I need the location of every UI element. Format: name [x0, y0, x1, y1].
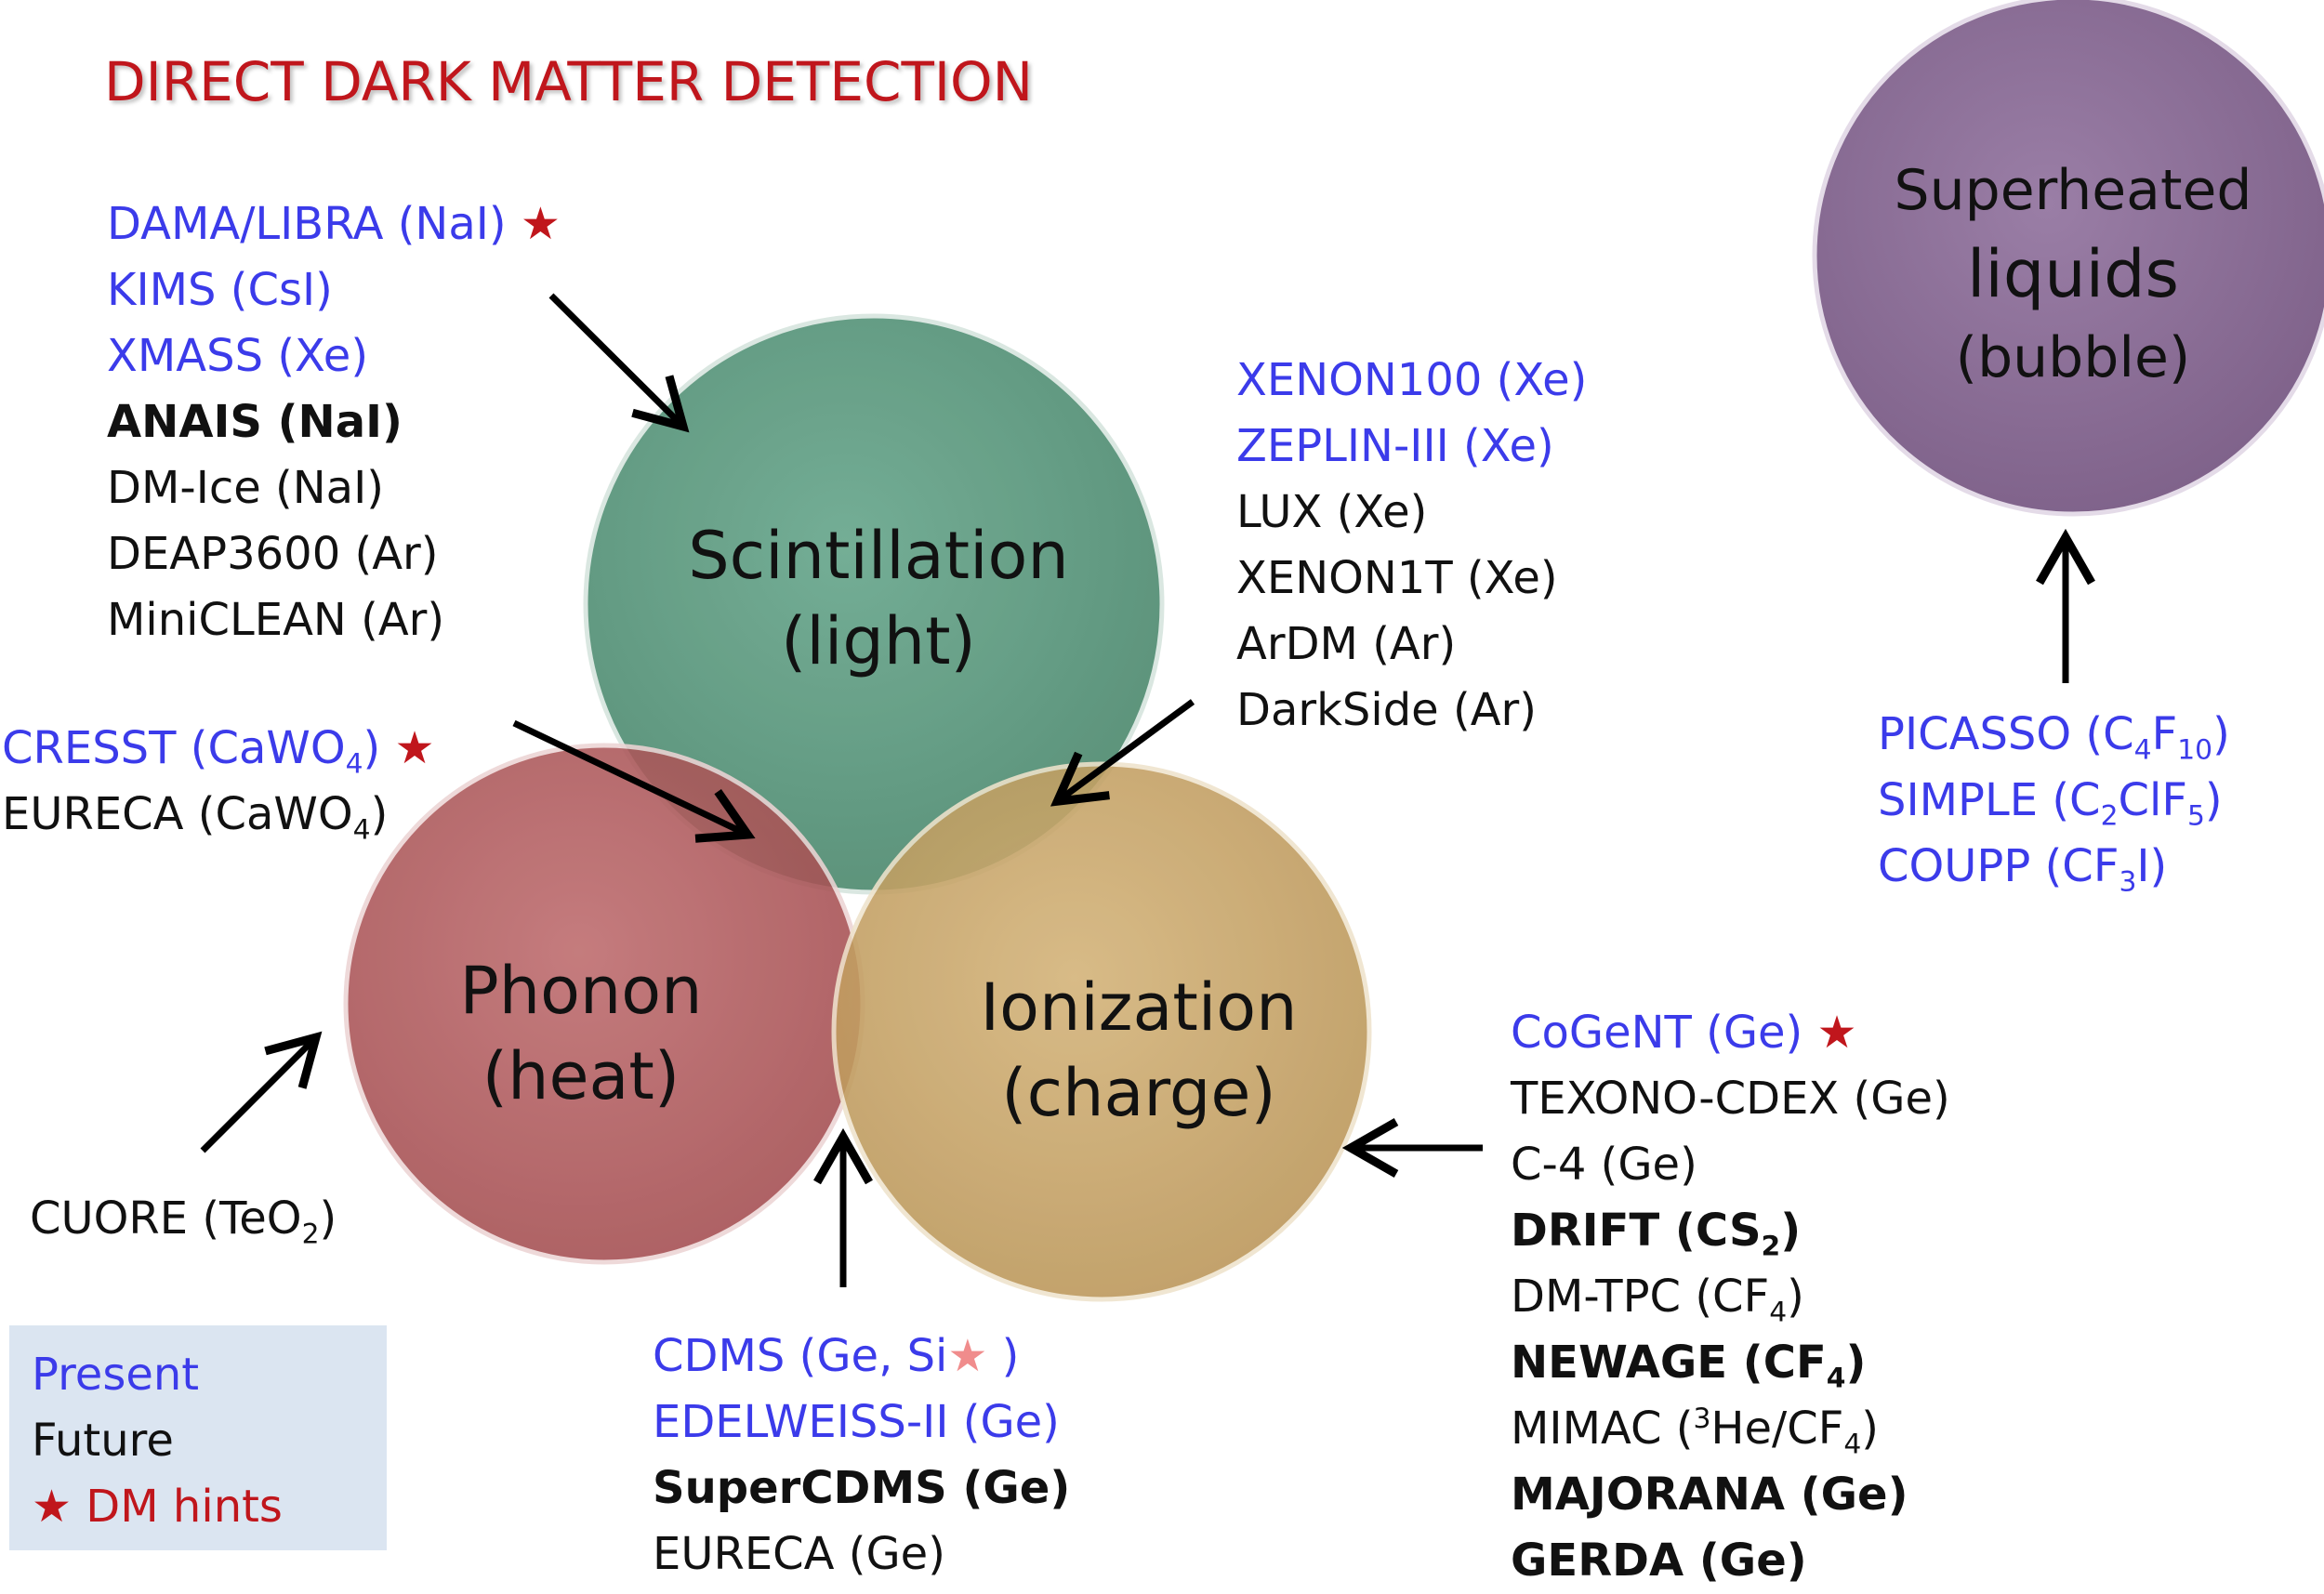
superheated-circle	[1812, 0, 2324, 517]
experiment-miniclean: MiniCLEAN (Ar)	[107, 594, 445, 646]
arrow-to-scintillation	[548, 293, 690, 433]
experiment-kims: KIMS (CsI)	[107, 264, 333, 316]
phonon-ionization-experiments: CDMS (Ge, Si★ ) EDELWEISS-II (Ge) SuperC…	[653, 1324, 1070, 1587]
superheated-label-line3: (bubble)	[1955, 325, 2191, 390]
arrow-to-scint-ionization	[1050, 699, 1195, 807]
diagram-title: DIRECT DARK MATTER DETECTION	[104, 50, 1034, 113]
legend-hints-label: DM hints	[86, 1481, 283, 1533]
scint-phonon-experiments: CRESST (CaWO4) ★ EURECA (CaWO4)	[2, 716, 435, 848]
arrow-to-scint-phonon	[512, 719, 756, 843]
experiment-c4: C-4 (Ge)	[1511, 1139, 1697, 1191]
phonon-label-line2: (heat)	[482, 1038, 680, 1114]
legend-hints: ★ DM hints	[32, 1474, 283, 1540]
scintillation-label-line1: Scintillation	[688, 518, 1069, 594]
phonon-experiments: CUORE (TeO2)	[30, 1186, 337, 1252]
experiment-supercdms: SuperCDMS (Ge)	[653, 1462, 1071, 1514]
experiment-anais: ANAIS (NaI)	[107, 396, 403, 448]
experiment-cdms: CDMS (Ge, Si★ )	[653, 1330, 1020, 1382]
experiment-newage: NEWAGE (CF4)	[1511, 1337, 1867, 1395]
legend: Present Future ★ DM hints	[32, 1342, 283, 1540]
experiment-cresst: CRESST (CaWO4) ★	[2, 722, 435, 781]
experiment-eureca-cawo4: EURECA (CaWO4)	[2, 788, 389, 847]
superheated-label-line2: liquids	[1966, 236, 2180, 312]
legend-star-icon: ★	[32, 1481, 73, 1533]
experiment-cogent: CoGeNT (Ge) ★	[1511, 1007, 1857, 1059]
superheated-label-line1: Superheated	[1894, 158, 2252, 223]
phonon-label-line1: Phonon	[459, 953, 703, 1029]
experiment-cuore: CUORE (TeO2)	[30, 1192, 337, 1251]
bubble-experiments: PICASSO (C4F10) SIMPLE (C2ClF5) COUPP (C…	[1878, 702, 2230, 900]
experiment-eureca-ge: EURECA (Ge)	[653, 1528, 945, 1580]
experiment-coupp: COUPP (CF3I)	[1878, 840, 2168, 899]
scint-ionization-experiments: XENON100 (Xe) ZEPLIN-III (Xe) LUX (Xe) X…	[1236, 348, 1587, 744]
experiment-xmass: XMASS (Xe)	[107, 330, 369, 382]
experiment-mimac: MIMAC (3He/CF4)	[1511, 1403, 1880, 1461]
scintillation-experiments: DAMA/LIBRA (NaI) ★ KIMS (CsI) XMASS (Xe)…	[107, 191, 561, 653]
legend-future: Future	[32, 1415, 174, 1467]
experiment-deap3600: DEAP3600 (Ar)	[107, 528, 439, 580]
experiment-xenon1t: XENON1T (Xe)	[1236, 552, 1558, 604]
ionization-experiments: CoGeNT (Ge) ★ TEXONO-CDEX (Ge) C-4 (Ge) …	[1511, 1000, 1950, 1594]
legend-present: Present	[32, 1349, 200, 1401]
phonon-label: Phonon (heat)	[400, 948, 762, 1119]
experiment-majorana: MAJORANA (Ge)	[1511, 1469, 1908, 1521]
dm-hint-star-icon: ★	[947, 1330, 988, 1382]
experiment-zeplin-iii: ZEPLIN-III (Xe)	[1236, 420, 1554, 472]
experiment-dm-tpc: DM-TPC (CF4)	[1511, 1271, 1804, 1329]
experiment-dm-ice: DM-Ice (NaI)	[107, 462, 384, 514]
experiment-drift: DRIFT (CS2)	[1511, 1205, 1802, 1263]
ionization-label-line2: (charge)	[1001, 1055, 1276, 1131]
experiment-dama-libra: DAMA/LIBRA (NaI) ★	[107, 198, 561, 250]
ionization-label: Ionization (charge)	[930, 965, 1348, 1136]
dm-hint-star-icon: ★	[394, 722, 435, 774]
experiment-simple: SIMPLE (C2ClF5)	[1878, 774, 2223, 833]
experiment-lux: LUX (Xe)	[1236, 486, 1428, 538]
scintillation-label-line2: (light)	[781, 603, 976, 679]
dm-hint-star-icon: ★	[520, 198, 561, 250]
experiment-picasso: PICASSO (C4F10)	[1878, 708, 2230, 767]
experiment-ardm: ArDM (Ar)	[1236, 618, 1457, 670]
experiment-darkside: DarkSide (Ar)	[1236, 684, 1537, 736]
experiment-gerda: GERDA (Ge)	[1511, 1535, 1807, 1587]
scintillation-label: Scintillation (light)	[651, 513, 1106, 684]
experiment-xenon100: XENON100 (Xe)	[1236, 354, 1588, 406]
arrow-to-phonon	[200, 1031, 323, 1153]
legend-box	[9, 1325, 387, 1550]
experiment-texono-cdex: TEXONO-CDEX (Ge)	[1511, 1073, 1950, 1125]
ionization-label-line1: Ionization	[980, 969, 1298, 1046]
experiment-edelweiss-ii: EDELWEISS-II (Ge)	[653, 1396, 1060, 1448]
dm-hint-star-icon: ★	[1816, 1007, 1857, 1059]
superheated-label: Superheated liquids (bubble)	[1868, 149, 2278, 400]
